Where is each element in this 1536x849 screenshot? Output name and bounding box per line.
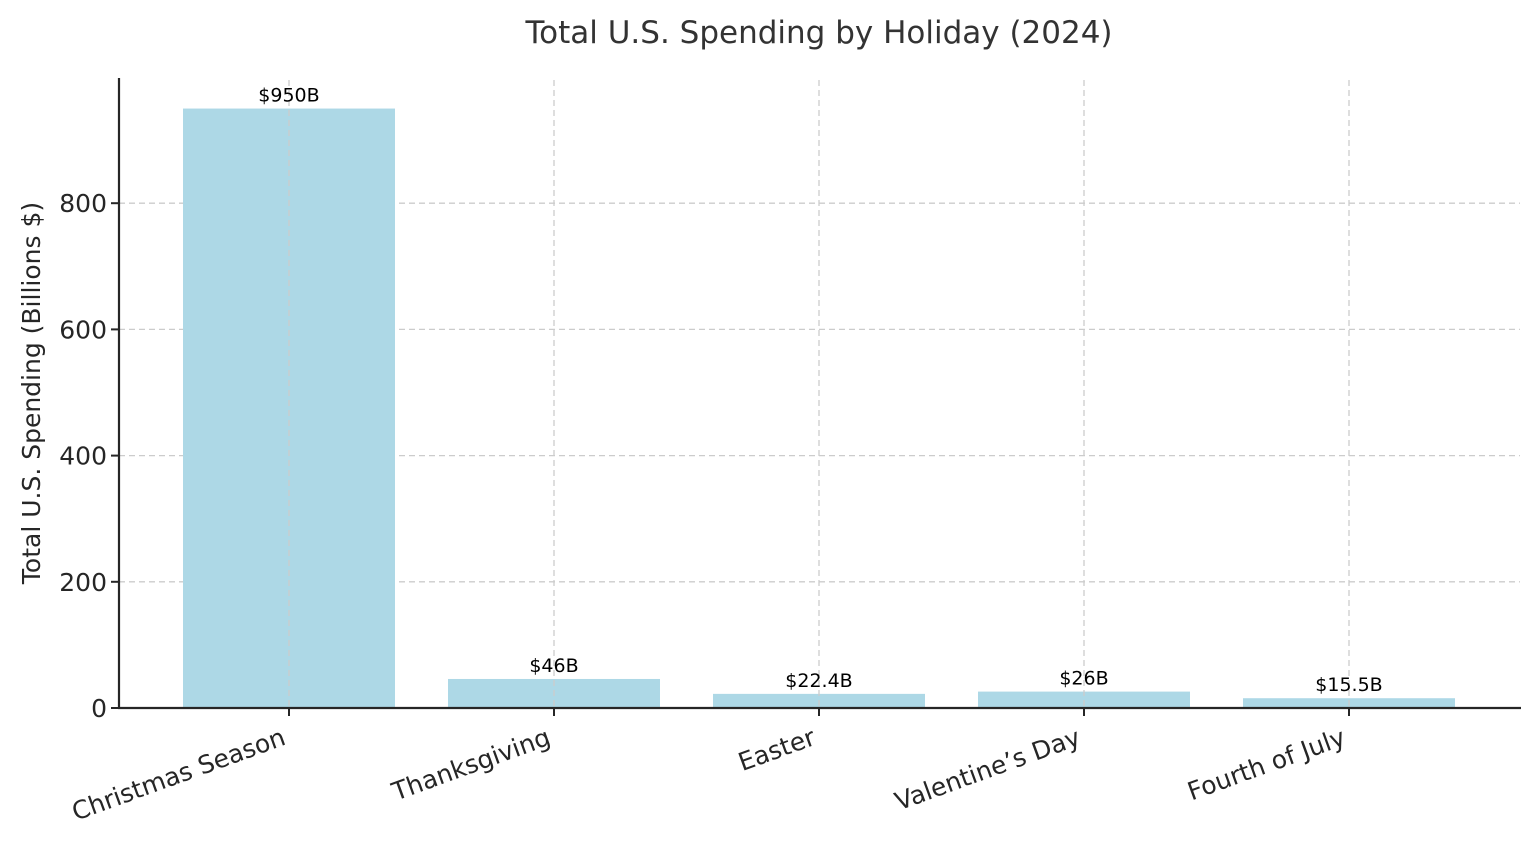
y-tick-label: 600 xyxy=(59,315,107,344)
y-tick-label: 800 xyxy=(59,189,107,218)
bar-value-label: $22.4B xyxy=(785,670,852,692)
vertical-gridlines xyxy=(288,80,1350,708)
chart-title: Total U.S. Spending by Holiday (2024) xyxy=(524,15,1112,51)
bar-value-label: $26B xyxy=(1059,668,1108,690)
bars xyxy=(183,108,1455,709)
bar xyxy=(978,691,1190,708)
y-tick-label: 200 xyxy=(59,568,107,597)
x-tick-label: Thanksgiving xyxy=(387,722,554,806)
y-axis-ticks: 0 200 400 600 800 xyxy=(59,189,119,723)
y-tick-label: 400 xyxy=(59,442,107,471)
bar xyxy=(183,108,395,709)
bar-value-label: $15.5B xyxy=(1315,674,1382,696)
x-tick-label: Fourth of July xyxy=(1184,722,1350,806)
x-tick-label: Easter xyxy=(734,722,819,777)
bar-value-label: $46B xyxy=(529,655,578,677)
y-tick-label: 0 xyxy=(91,694,107,723)
x-axis-ticks: Christmas Season Thanksgiving Easter Valent… xyxy=(68,708,1350,827)
bar-value-labels: $950B $46B $22.4B $26B $15.5B xyxy=(258,85,1382,697)
y-axis-title: Total U.S. Spending (Billions $) xyxy=(17,202,46,585)
bar-value-label: $950B xyxy=(258,85,319,107)
x-tick-label: Valentine’s Day xyxy=(891,722,1084,816)
x-tick-label: Christmas Season xyxy=(68,722,289,826)
